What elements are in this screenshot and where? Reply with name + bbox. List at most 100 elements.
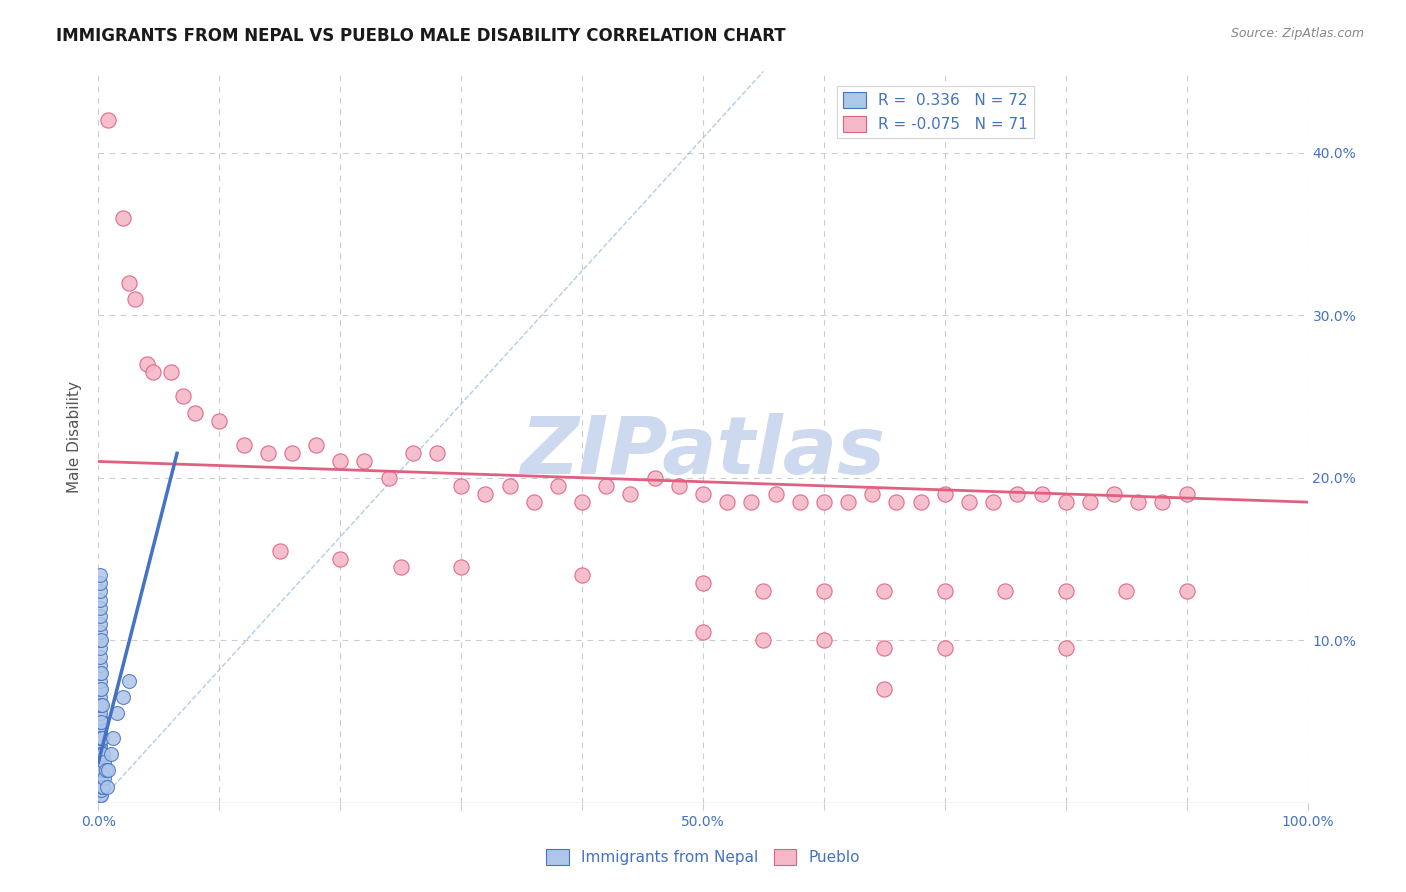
Point bbox=[89, 780, 111, 794]
Point bbox=[91, 780, 114, 794]
Point bbox=[994, 584, 1017, 599]
Point bbox=[571, 568, 593, 582]
Point bbox=[142, 365, 165, 379]
Point bbox=[89, 782, 111, 797]
Point bbox=[91, 747, 114, 761]
Point bbox=[89, 760, 111, 774]
Point bbox=[813, 495, 835, 509]
Point bbox=[1152, 495, 1174, 509]
Point bbox=[94, 764, 117, 778]
Y-axis label: Male Disability: Male Disability bbox=[67, 381, 83, 493]
Point bbox=[523, 495, 546, 509]
Point bbox=[89, 633, 111, 648]
Point bbox=[89, 750, 111, 764]
Point bbox=[873, 641, 896, 656]
Point bbox=[100, 747, 122, 761]
Point bbox=[89, 788, 111, 802]
Point bbox=[160, 365, 183, 379]
Point bbox=[89, 788, 111, 802]
Point bbox=[644, 471, 666, 485]
Point bbox=[208, 414, 231, 428]
Point bbox=[90, 747, 112, 761]
Legend: Immigrants from Nepal, Pueblo: Immigrants from Nepal, Pueblo bbox=[540, 843, 866, 871]
Point bbox=[89, 592, 111, 607]
Point bbox=[89, 665, 111, 680]
Point bbox=[1102, 487, 1125, 501]
Point bbox=[89, 690, 111, 705]
Point bbox=[89, 744, 111, 758]
Point bbox=[860, 487, 883, 501]
Point bbox=[692, 487, 714, 501]
Point bbox=[90, 776, 112, 790]
Point bbox=[89, 772, 111, 786]
Point bbox=[1054, 584, 1077, 599]
Point bbox=[135, 357, 157, 371]
Point bbox=[934, 487, 956, 501]
Point bbox=[619, 487, 641, 501]
Point bbox=[111, 690, 134, 705]
Text: ZIPatlas: ZIPatlas bbox=[520, 413, 886, 491]
Point bbox=[957, 495, 980, 509]
Point bbox=[89, 727, 111, 741]
Point bbox=[91, 780, 114, 794]
Point bbox=[89, 657, 111, 672]
Point bbox=[91, 731, 114, 745]
Point bbox=[89, 739, 111, 753]
Point bbox=[377, 471, 399, 485]
Point bbox=[547, 479, 569, 493]
Point bbox=[89, 641, 111, 656]
Point bbox=[329, 552, 352, 566]
Point bbox=[90, 665, 112, 680]
Point bbox=[402, 446, 425, 460]
Point bbox=[89, 681, 111, 696]
Text: Source: ZipAtlas.com: Source: ZipAtlas.com bbox=[1230, 27, 1364, 40]
Point bbox=[668, 479, 690, 493]
Point bbox=[1115, 584, 1137, 599]
Point bbox=[789, 495, 811, 509]
Point bbox=[886, 495, 908, 509]
Point bbox=[873, 681, 896, 696]
Point bbox=[716, 495, 738, 509]
Text: IMMIGRANTS FROM NEPAL VS PUEBLO MALE DISABILITY CORRELATION CHART: IMMIGRANTS FROM NEPAL VS PUEBLO MALE DIS… bbox=[56, 27, 786, 45]
Point bbox=[89, 711, 111, 725]
Point bbox=[89, 766, 111, 780]
Point bbox=[595, 479, 617, 493]
Point bbox=[256, 446, 278, 460]
Point bbox=[1128, 495, 1150, 509]
Point bbox=[89, 617, 111, 632]
Point bbox=[1175, 487, 1198, 501]
Point bbox=[1078, 495, 1101, 509]
Point bbox=[269, 544, 291, 558]
Point bbox=[97, 764, 120, 778]
Point bbox=[571, 495, 593, 509]
Point bbox=[89, 788, 111, 802]
Point bbox=[305, 438, 328, 452]
Point bbox=[692, 625, 714, 640]
Point bbox=[105, 706, 128, 721]
Point bbox=[111, 211, 134, 225]
Point bbox=[91, 764, 114, 778]
Point bbox=[90, 772, 112, 786]
Point bbox=[90, 755, 112, 769]
Point bbox=[90, 681, 112, 696]
Point bbox=[89, 568, 111, 582]
Point bbox=[97, 113, 120, 128]
Point bbox=[90, 764, 112, 778]
Point bbox=[89, 576, 111, 591]
Point bbox=[89, 776, 111, 790]
Point bbox=[232, 438, 254, 452]
Point bbox=[752, 584, 775, 599]
Point bbox=[90, 633, 112, 648]
Point bbox=[1054, 641, 1077, 656]
Point bbox=[89, 764, 111, 778]
Point bbox=[91, 698, 114, 713]
Point bbox=[934, 584, 956, 599]
Point bbox=[89, 755, 111, 769]
Point bbox=[450, 560, 472, 574]
Point bbox=[752, 633, 775, 648]
Point bbox=[1054, 495, 1077, 509]
Point bbox=[90, 788, 112, 802]
Point bbox=[118, 673, 141, 688]
Point bbox=[89, 600, 111, 615]
Point bbox=[873, 584, 896, 599]
